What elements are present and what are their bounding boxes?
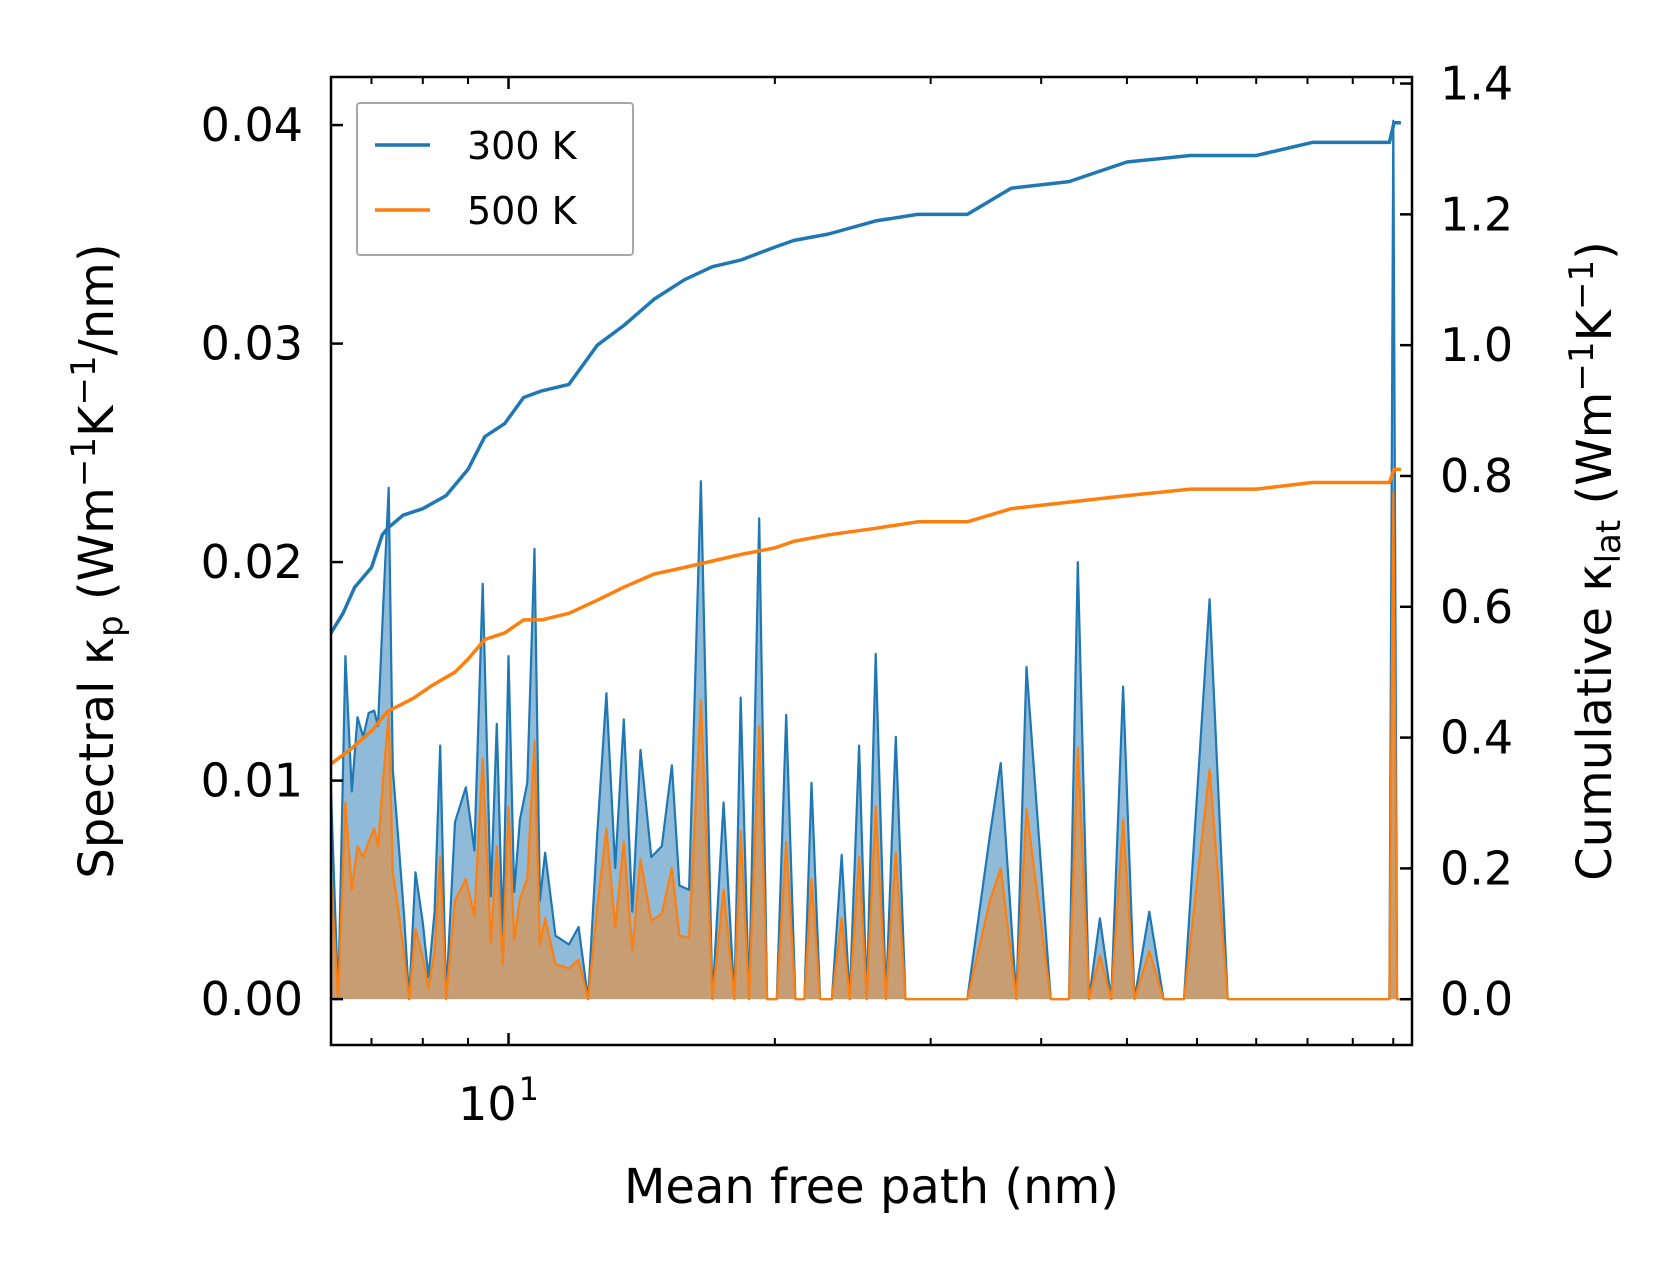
y-right-tick-label-4: 0.8 <box>1440 449 1513 503</box>
legend-label-500k: 500 K <box>467 189 578 233</box>
y-right-tick-label-1: 0.2 <box>1440 841 1513 895</box>
ylabel-left-k: K <box>69 404 125 437</box>
ylabel-left-sup1: −1 <box>64 437 104 487</box>
y-right-tick-label-5: 1.0 <box>1440 318 1513 372</box>
cumulative-line-0 <box>329 121 1401 634</box>
ylabel-right-pre: Cumulative κ <box>1567 563 1623 881</box>
ylabel-right-sup2: −1 <box>1562 260 1602 310</box>
y-right-tick-label-0: 0.0 <box>1440 972 1513 1026</box>
ylabel-right-mid: (Wm <box>1567 392 1623 520</box>
y-axis-label-left: Spectral κp (Wm−1K−1/nm) <box>64 243 131 878</box>
y-axis-label-right: Cumulative κlat (Wm−1K−1) <box>1562 241 1629 881</box>
legend: 300 K 500 K <box>356 102 634 256</box>
ylabel-left-post: /nm) <box>69 243 125 355</box>
ylabel-right-k: K <box>1567 308 1623 341</box>
ylabel-right-sub: lat <box>1589 520 1629 564</box>
y-left-tick-label-2: 0.02 <box>201 535 303 589</box>
y-right-tick-label-3: 0.6 <box>1440 580 1513 634</box>
cumulative-line-layer <box>329 121 1401 766</box>
x-axis-label: Mean free path (nm) <box>624 1159 1119 1215</box>
y-left-tick-label-3: 0.03 <box>201 317 303 371</box>
spectral-area-edge-3 <box>329 491 1401 1001</box>
y-right-tick-label-6: 1.2 <box>1440 187 1513 241</box>
ylabel-right-post: ) <box>1567 241 1623 260</box>
ylabel-left-mid: (Wm <box>69 487 125 615</box>
tick-layer: 0.00 0.01 0.02 0.03 0.04 0.0 0.2 0.4 0.6 0.8 1.0 1.… <box>201 57 1514 1131</box>
spectral-area-layer <box>329 119 1401 1001</box>
y-right-tick-label-2: 0.4 <box>1440 711 1513 765</box>
y-left-tick-label-0: 0.00 <box>201 972 303 1026</box>
ylabel-left-sup2: −1 <box>64 355 104 405</box>
ylabel-right-sup1: −1 <box>1562 341 1602 391</box>
x-tick-label-exp-0: 1 <box>519 1070 539 1108</box>
legend-label-300k: 300 K <box>467 124 578 168</box>
legend-box <box>356 102 634 256</box>
ylabel-left-pre: Spectral κ <box>69 637 125 879</box>
ylabel-left-sub: p <box>91 615 131 637</box>
cumulative-line-1 <box>329 467 1401 766</box>
y-right-tick-label-7: 1.4 <box>1440 57 1513 111</box>
y-left-tick-label-1: 0.01 <box>201 754 303 808</box>
y-left-tick-label-4: 0.04 <box>201 98 303 152</box>
spectral-area-fill-3 <box>331 492 1401 1000</box>
